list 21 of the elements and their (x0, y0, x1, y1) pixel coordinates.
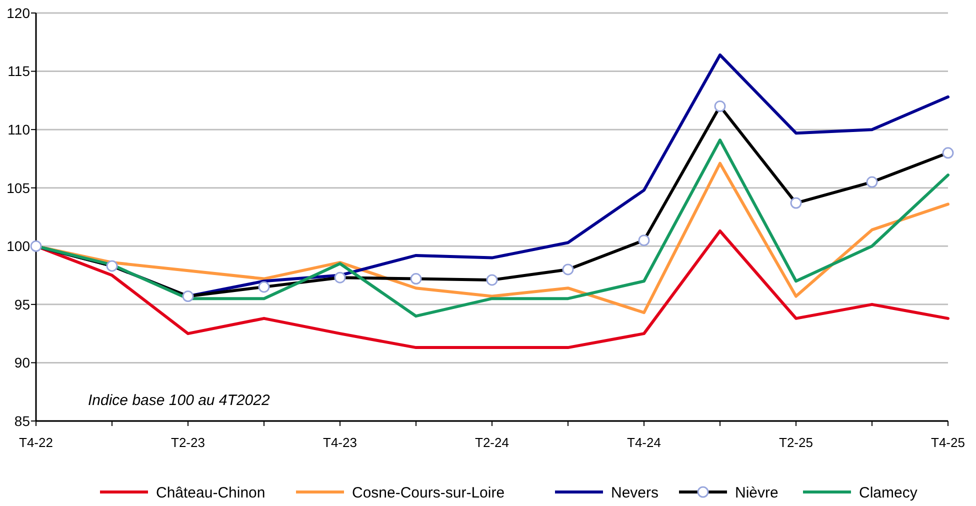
legend-label: Nevers (611, 484, 659, 502)
x-tick-label: T4-25 (931, 435, 965, 450)
x-tick-label: T2-25 (779, 435, 813, 450)
y-tick-label: 105 (6, 180, 30, 196)
annotation: Indice base 100 au 4T2022 (88, 392, 270, 409)
legend-label: Cosne-Cours-sur-Loire (352, 484, 505, 502)
y-tick-label: 110 (8, 121, 30, 138)
legend-label: Château-Chinon (156, 484, 266, 502)
legend-label: Clamecy (859, 484, 918, 502)
y-tick-label: 100 (6, 238, 30, 254)
x-tick-label: T2-23 (171, 435, 205, 450)
x-tick-label: T2-24 (475, 435, 509, 450)
x-tick-label: T4-22 (19, 435, 53, 450)
y-tick-label: 95 (14, 296, 30, 312)
x-tick-label: T4-24 (627, 435, 661, 450)
y-tick-label: 120 (6, 4, 30, 21)
y-tick-label: 115 (8, 63, 30, 80)
legend-label: Nièvre (735, 484, 778, 502)
x-tick-label: T4-23 (323, 435, 357, 450)
y-tick-label: 90 (14, 354, 30, 371)
y-tick-label: 85 (14, 412, 30, 429)
